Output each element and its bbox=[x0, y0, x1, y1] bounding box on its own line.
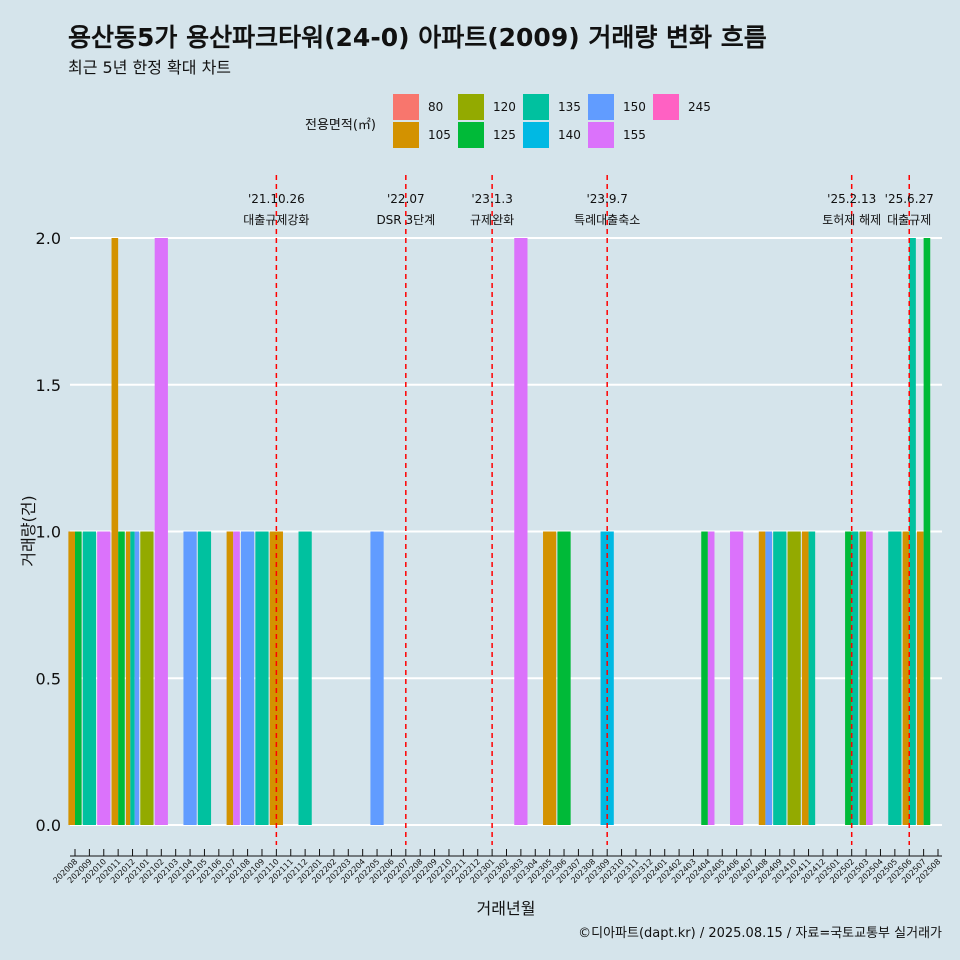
bar bbox=[730, 531, 744, 825]
bar bbox=[134, 531, 140, 825]
event-label: DSR 3단계 bbox=[376, 213, 435, 227]
event-label: 특례대출축소 bbox=[574, 213, 640, 227]
legend-swatch bbox=[653, 94, 679, 120]
bar bbox=[111, 238, 119, 825]
legend-item: 120 bbox=[458, 94, 516, 120]
bar bbox=[118, 531, 125, 825]
bar bbox=[707, 531, 715, 825]
bar bbox=[154, 238, 168, 825]
event-label: 토허제 해제 bbox=[822, 213, 881, 227]
legend-label: 245 bbox=[688, 100, 711, 114]
bar bbox=[269, 531, 283, 825]
event-date-label: '23.1.3 bbox=[471, 192, 512, 206]
bar bbox=[923, 238, 931, 825]
bar bbox=[183, 531, 197, 825]
legend-item: 245 bbox=[653, 94, 711, 120]
event-date-label: '21.10.26 bbox=[248, 192, 305, 206]
footer-credit: ©디아파트(dapt.kr) / 2025.08.15 / 자료=국토교통부 실… bbox=[578, 926, 942, 941]
bar bbox=[298, 531, 312, 825]
bar bbox=[765, 531, 773, 825]
x-axis-title: 거래년월 bbox=[477, 899, 536, 918]
legend-item: 150 bbox=[588, 94, 646, 120]
legend-swatch bbox=[458, 94, 484, 120]
bar bbox=[787, 531, 801, 825]
y-axis-title: 거래량(건) bbox=[19, 495, 38, 566]
bar bbox=[125, 531, 131, 825]
bar bbox=[226, 531, 234, 825]
bar bbox=[82, 531, 96, 825]
bar bbox=[130, 531, 135, 825]
bar bbox=[370, 531, 384, 825]
event-date-label: '22.07 bbox=[387, 192, 425, 206]
y-tick-label: 1.0 bbox=[36, 523, 61, 542]
bar bbox=[909, 238, 916, 825]
bar bbox=[917, 531, 924, 825]
bar bbox=[197, 531, 212, 825]
bar bbox=[845, 531, 852, 825]
legend-title: 전용면적(㎡) bbox=[305, 118, 376, 133]
legend-item: 155 bbox=[588, 122, 646, 148]
bar bbox=[140, 531, 154, 825]
event-date-label: '25.6.27 bbox=[885, 192, 934, 206]
legend-item: 135 bbox=[523, 94, 581, 120]
bar bbox=[801, 531, 809, 825]
y-tick-label: 0.0 bbox=[36, 816, 61, 835]
bar bbox=[514, 238, 528, 825]
bar bbox=[97, 531, 111, 825]
legend-item: 80 bbox=[393, 94, 443, 120]
bar bbox=[859, 531, 867, 825]
legend-swatch bbox=[523, 122, 549, 148]
bar bbox=[866, 531, 873, 825]
bar bbox=[75, 531, 82, 825]
legend-label: 140 bbox=[558, 128, 581, 142]
legend-swatch bbox=[393, 94, 419, 120]
legend-label: 80 bbox=[428, 100, 444, 114]
y-tick-label: 2.0 bbox=[36, 229, 61, 248]
bar bbox=[902, 531, 910, 825]
legend-label: 125 bbox=[493, 128, 516, 142]
legend-item: 125 bbox=[458, 122, 516, 148]
bar bbox=[888, 531, 902, 825]
legend-swatch bbox=[588, 122, 614, 148]
event-date-label: '25.2.13 bbox=[827, 192, 876, 206]
event-label: 규제완화 bbox=[470, 213, 514, 227]
bar bbox=[773, 531, 787, 825]
chart-subtitle: 최근 5년 한정 확대 차트 bbox=[68, 58, 232, 77]
event-label: 대출규제 bbox=[887, 213, 931, 227]
chart-title: 용산동5가 용산파크타워(24-0) 아파트(2009) 거래량 변화 흐름 bbox=[68, 23, 767, 52]
bar bbox=[233, 531, 240, 825]
legend-item: 105 bbox=[393, 122, 451, 148]
event-label: 대출규제강화 bbox=[243, 213, 309, 227]
legend-label: 120 bbox=[493, 100, 516, 114]
legend-label: 155 bbox=[623, 128, 646, 142]
bar bbox=[240, 531, 255, 825]
legend-swatch bbox=[458, 122, 484, 148]
bar bbox=[68, 531, 75, 825]
bar bbox=[557, 531, 571, 825]
y-tick-label: 1.5 bbox=[36, 376, 61, 395]
y-tick-label: 0.5 bbox=[36, 669, 61, 688]
bar bbox=[701, 531, 708, 825]
bar bbox=[851, 531, 859, 825]
legend-label: 135 bbox=[558, 100, 581, 114]
legend-swatch bbox=[393, 122, 419, 148]
legend-swatch bbox=[588, 94, 614, 120]
legend-label: 105 bbox=[428, 128, 451, 142]
bar bbox=[543, 531, 557, 825]
bar bbox=[600, 531, 614, 825]
bar bbox=[758, 531, 766, 825]
bar bbox=[808, 531, 816, 825]
legend-swatch bbox=[523, 94, 549, 120]
legend-label: 150 bbox=[623, 100, 646, 114]
bar bbox=[255, 531, 269, 825]
event-date-label: '23.9.7 bbox=[586, 192, 627, 206]
legend-item: 140 bbox=[523, 122, 581, 148]
